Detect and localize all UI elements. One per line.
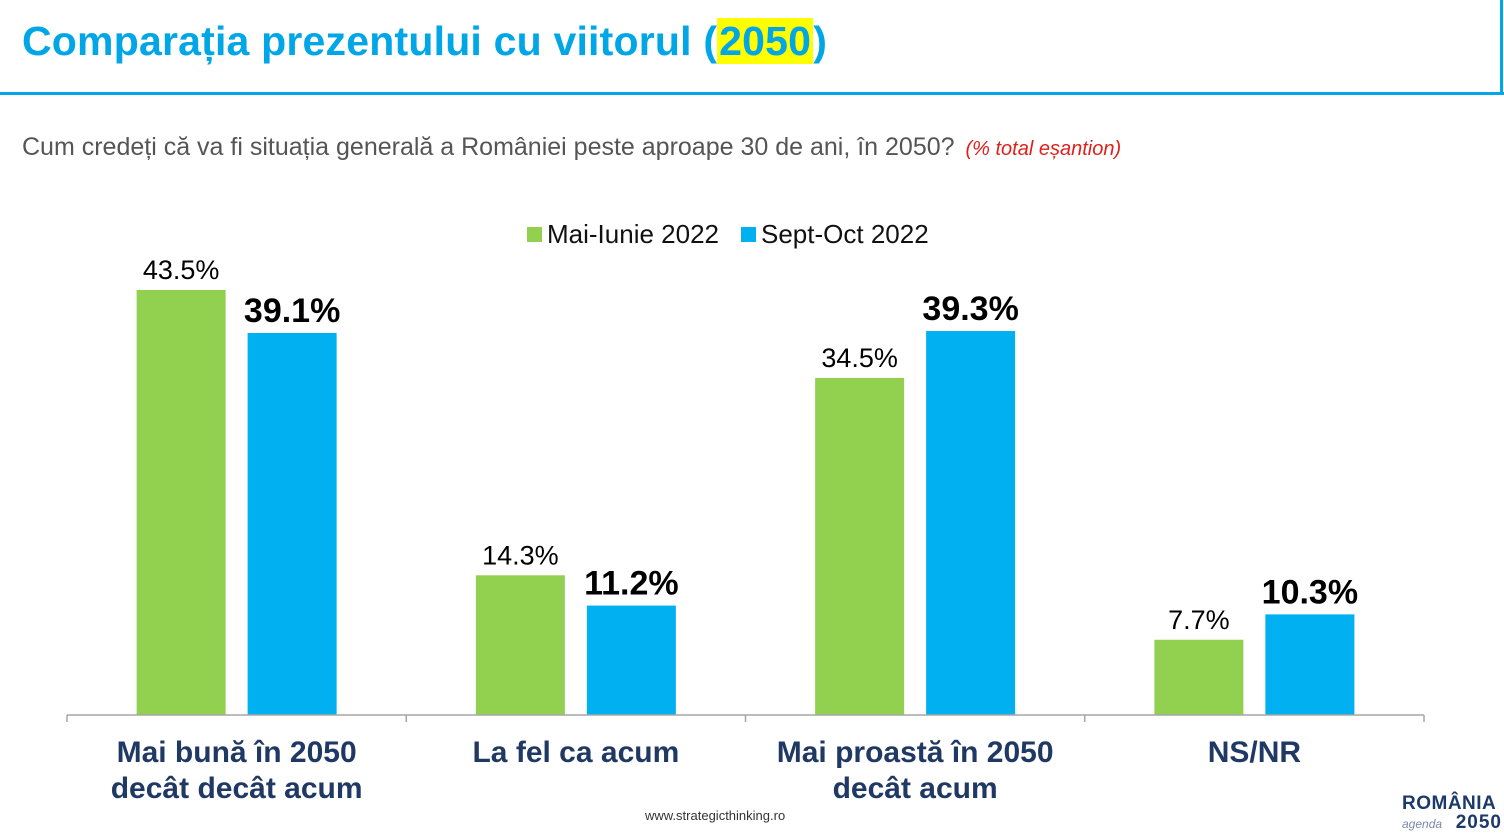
title-suffix: ) (813, 18, 828, 64)
bar-series-2-cat-4 (1265, 614, 1355, 715)
data-label-series-2-cat-4: 10.3% (1262, 573, 1358, 611)
footer-url: www.strategicthinking.ro (645, 808, 786, 823)
romania-2050-logo: ROMÂNIA agenda 2050 (1402, 794, 1502, 832)
legend-swatch-blue (741, 227, 756, 242)
legend-label-series-2: Sept-Oct 2022 (761, 219, 929, 249)
data-label-series-2-cat-3: 39.3% (922, 290, 1018, 328)
title-underline (0, 92, 1504, 95)
page-title: Comparația prezentului cu viitorul (2050… (22, 18, 827, 65)
data-label-series-2-cat-2: 11.2% (584, 565, 679, 603)
title-highlight-year: 2050 (717, 18, 814, 64)
legend-item-series-1: Mai-Iunie 2022 (527, 219, 719, 250)
bar-series-2-cat-2 (586, 605, 676, 715)
bar-series-1-cat-3 (815, 377, 905, 715)
bar-series-1-cat-4 (1154, 639, 1244, 715)
legend-label-series-1: Mai-Iunie 2022 (547, 219, 719, 249)
category-label-4: NS/NR (1208, 736, 1302, 769)
legend-swatch-green (527, 227, 542, 242)
logo-line1: ROMÂNIA (1402, 793, 1497, 814)
chart-legend: Mai-Iunie 2022 Sept-Oct 2022 (527, 219, 951, 250)
data-label-series-1-cat-2: 14.3% (482, 540, 559, 570)
survey-question: Cum credeți că va fi situația generală a… (22, 133, 1121, 162)
bar-series-2-cat-1 (247, 332, 337, 715)
data-label-series-1-cat-1: 43.5% (143, 255, 220, 285)
bar-series-1-cat-2 (475, 575, 565, 715)
data-label-series-1-cat-4: 7.7% (1168, 605, 1230, 635)
logo-agenda: agenda (1402, 817, 1443, 831)
logo-year: 2050 (1455, 812, 1502, 833)
category-label-3: Mai proastă în 2050 decât acum (777, 736, 1054, 805)
data-label-series-1-cat-3: 34.5% (821, 343, 898, 373)
category-label-2: La fel ca acum (472, 736, 679, 769)
bar-series-1-cat-1 (136, 290, 226, 715)
title-vertical-rule (1500, 0, 1503, 95)
category-label-1: Mai bună în 2050 decât decât acum (111, 736, 363, 805)
question-note: (% total eșantion) (965, 138, 1122, 160)
data-label-series-2-cat-1: 39.1% (244, 292, 340, 330)
bar-series-2-cat-3 (926, 331, 1016, 715)
legend-item-series-2: Sept-Oct 2022 (741, 219, 929, 250)
title-prefix: Comparația prezentului cu viitorul ( (22, 18, 718, 64)
question-text: Cum credeți că va fi situația generală a… (22, 133, 955, 161)
